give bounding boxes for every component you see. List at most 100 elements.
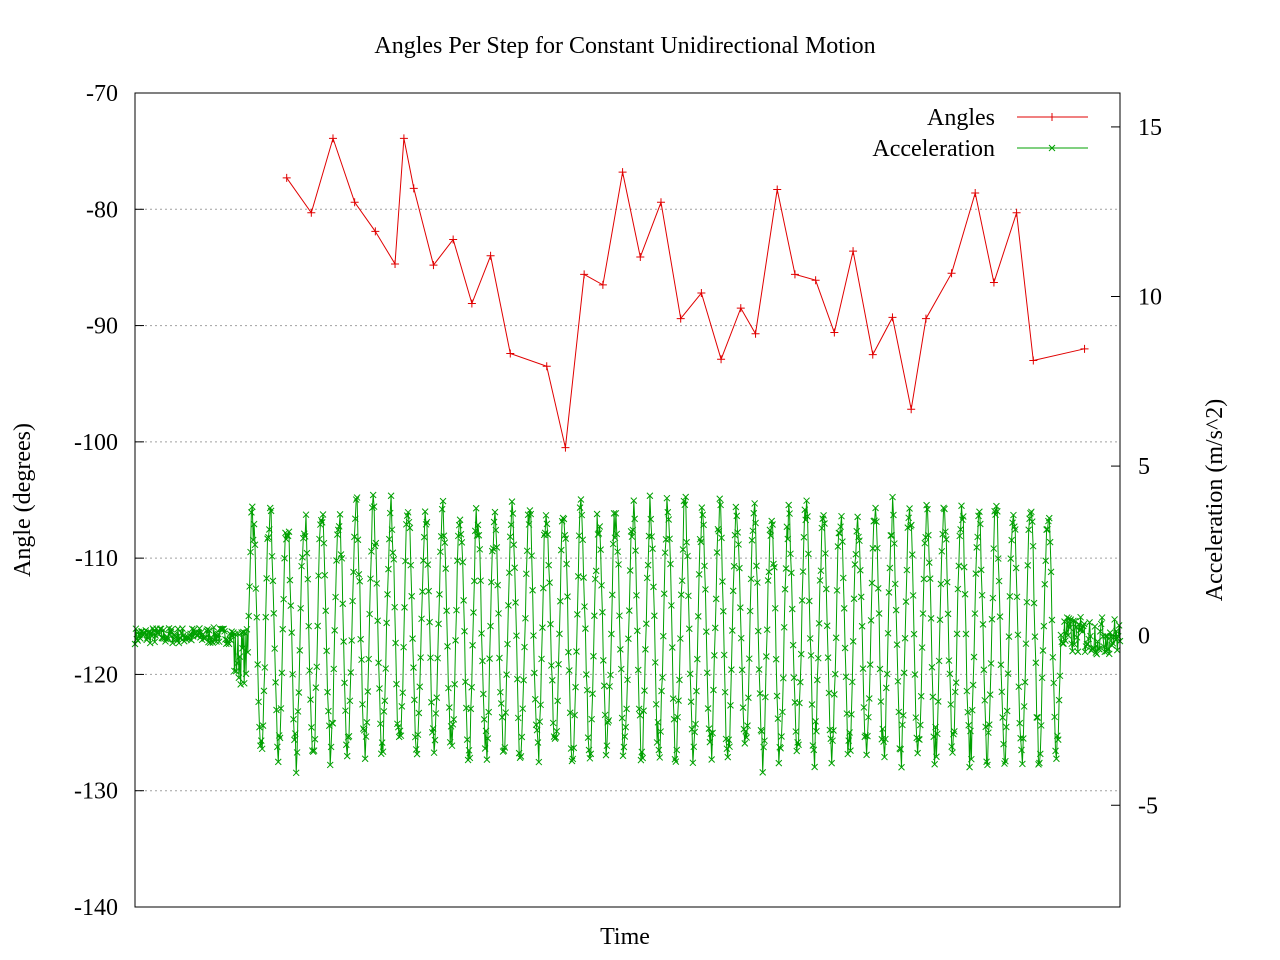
acceleration-point <box>1086 619 1093 626</box>
acceleration-point <box>705 725 713 732</box>
angles-point <box>676 314 685 323</box>
acceleration-point <box>840 605 848 612</box>
acceleration-point <box>599 656 607 664</box>
acceleration-point <box>693 655 701 663</box>
acceleration-point <box>933 753 940 761</box>
acceleration-point <box>438 505 446 513</box>
acceleration-point <box>487 622 494 630</box>
acceleration-point <box>548 662 555 669</box>
acceleration-point <box>906 505 913 512</box>
acceleration-point <box>291 730 299 737</box>
acceleration-point <box>505 602 512 609</box>
acceleration-point <box>925 559 933 566</box>
acceleration-point <box>379 748 387 756</box>
acceleration-point <box>404 508 412 516</box>
acceleration-point <box>569 755 577 763</box>
acceleration-point <box>593 510 601 518</box>
acceleration-point <box>277 705 285 712</box>
acceleration-point <box>969 681 977 689</box>
acceleration-point <box>853 527 861 535</box>
acceleration-point <box>980 666 988 674</box>
acceleration-point <box>466 754 474 762</box>
acceleration-point <box>1002 723 1010 731</box>
acceleration-point <box>648 533 656 540</box>
acceleration-point <box>882 684 890 692</box>
acceleration-point <box>763 626 771 634</box>
acceleration-point <box>962 630 970 638</box>
acceleration-point <box>772 655 780 663</box>
acceleration-point <box>710 686 717 694</box>
acceleration-point <box>958 502 965 510</box>
acceleration-point <box>1057 631 1065 639</box>
acceleration-point <box>777 744 784 752</box>
acceleration-point <box>225 640 233 648</box>
acceleration-point <box>749 527 757 535</box>
acceleration-point <box>689 759 697 767</box>
acceleration-point <box>988 615 996 623</box>
acceleration-point <box>282 535 290 543</box>
acceleration-point <box>547 620 554 628</box>
acceleration-point <box>927 615 935 622</box>
acceleration-point <box>941 505 948 513</box>
acceleration-point <box>744 722 751 729</box>
acceleration-point <box>358 656 365 664</box>
acceleration-point <box>1017 734 1024 742</box>
acceleration-point <box>644 561 652 569</box>
acceleration-point <box>286 576 294 584</box>
acceleration-point <box>483 756 491 764</box>
acceleration-point <box>1031 633 1039 640</box>
acceleration-point <box>392 639 399 647</box>
acceleration-point <box>692 720 699 728</box>
acceleration-point <box>307 696 314 703</box>
acceleration-point <box>762 693 769 701</box>
acceleration-point <box>257 737 265 745</box>
acceleration-point <box>560 515 568 523</box>
acceleration-point <box>236 653 244 660</box>
acceleration-point <box>357 635 365 643</box>
legend-label: Angles <box>927 105 995 131</box>
acceleration-point <box>564 593 571 601</box>
acceleration-point <box>839 574 847 582</box>
acceleration-point <box>418 615 425 623</box>
acceleration-point <box>750 509 758 517</box>
acceleration-point <box>911 671 919 678</box>
acceleration-point <box>568 757 576 765</box>
acceleration-point <box>805 597 813 605</box>
acceleration-point <box>256 723 263 731</box>
acceleration-point <box>413 750 421 758</box>
acceleration-point <box>577 496 585 503</box>
acceleration-point <box>635 705 643 713</box>
acceleration-point <box>934 698 942 705</box>
acceleration-point <box>589 690 596 698</box>
acceleration-point <box>932 723 939 731</box>
acceleration-point <box>268 552 276 560</box>
acceleration-point <box>945 657 953 664</box>
acceleration-point <box>698 504 706 511</box>
acceleration-point <box>614 548 622 556</box>
acceleration-point <box>747 575 755 583</box>
acceleration-point <box>281 554 288 562</box>
acceleration-point <box>361 755 369 763</box>
acceleration-point <box>743 734 750 741</box>
acceleration-point <box>507 521 515 529</box>
acceleration-point <box>352 496 360 503</box>
acceleration-point <box>151 638 159 646</box>
angles-point <box>636 252 645 261</box>
acceleration-point <box>891 580 899 588</box>
acceleration-point <box>362 733 370 740</box>
acceleration-point <box>694 613 702 620</box>
acceleration-point <box>872 504 879 512</box>
acceleration-point <box>306 667 313 674</box>
acceleration-point <box>971 610 979 617</box>
acceleration-point <box>815 620 823 627</box>
acceleration-point <box>796 699 803 707</box>
acceleration-point <box>912 714 920 721</box>
acceleration-point <box>719 578 726 585</box>
acceleration-point <box>690 743 698 751</box>
acceleration-point <box>728 627 736 634</box>
acceleration-point <box>905 514 913 522</box>
acceleration-point <box>997 661 1005 669</box>
acceleration-point <box>391 603 399 611</box>
acceleration-point <box>771 563 778 571</box>
acceleration-point <box>910 630 918 638</box>
